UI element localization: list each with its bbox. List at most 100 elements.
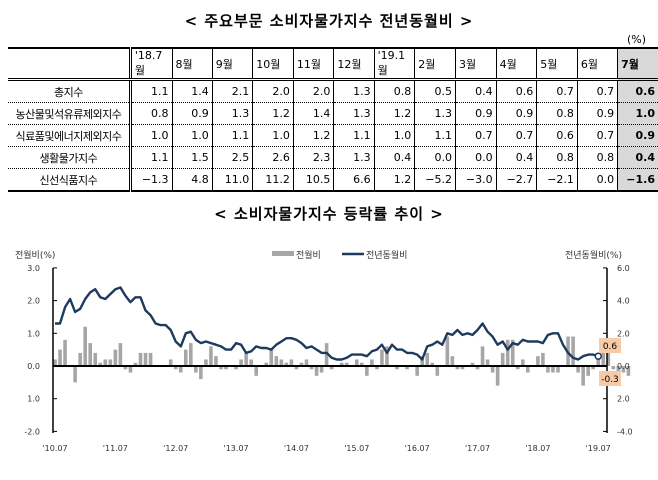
mom-bar xyxy=(103,359,108,366)
table-cell: 4.8 xyxy=(171,168,213,191)
table-cell: 0.0 xyxy=(414,146,456,169)
mom-bar xyxy=(445,336,450,366)
mom-bar xyxy=(556,366,560,373)
table-cell: 0.6 xyxy=(495,79,537,103)
yoy-line xyxy=(55,286,599,361)
legend-bar-swatch xyxy=(272,251,294,256)
right-tick-label: -4.0 xyxy=(617,427,633,436)
mom-bar xyxy=(339,362,344,366)
table-cell: 0.7 xyxy=(576,79,618,103)
right-tick-label: 2.0 xyxy=(617,329,630,338)
row-label: 생활물가지수 xyxy=(8,146,131,169)
mom-bar xyxy=(475,366,480,370)
mom-bar xyxy=(385,346,389,366)
table-cell: 2.0 xyxy=(252,79,294,103)
mom-bar xyxy=(83,326,87,366)
mom-bar xyxy=(621,366,626,373)
column-header: 12월 xyxy=(333,48,375,81)
mom-bar xyxy=(63,339,67,366)
mom-bar xyxy=(505,339,510,366)
mom-bar xyxy=(430,362,435,366)
mom-bar xyxy=(515,366,520,370)
table-cell: 0.7 xyxy=(576,124,618,147)
table-cell: 0.4 xyxy=(617,146,658,169)
column-header: '19.1월 xyxy=(373,48,415,81)
mom-bar xyxy=(435,366,440,376)
table-cell: 1.0 xyxy=(617,102,658,125)
right-tick-label: 4.0 xyxy=(617,297,630,306)
table-cell: 0.0 xyxy=(576,168,618,191)
table-row: 총지수 1.1 1.4 2.1 2.0 2.0 1.3 0.8 0.5 0.4 0.6 0.7 0.7 0… xyxy=(8,79,658,103)
table-row: 농산물및석유류제외지수 0.8 0.9 1.3 1.2 1.4 1.3 1.2 1.3 0.9 0.… xyxy=(8,102,658,125)
mom-bar xyxy=(455,366,460,370)
legend-yoy-label: 전년동월비 xyxy=(366,249,407,261)
column-header: 10월 xyxy=(252,48,294,81)
column-header: 3월 xyxy=(454,48,497,81)
left-tick-label: 2.0 xyxy=(27,297,40,306)
table-cell: 1.4 xyxy=(292,102,334,125)
mom-bar xyxy=(143,352,148,366)
mom-bar xyxy=(616,366,621,373)
mom-bar xyxy=(168,359,173,366)
table-title: < 주요부문 소비자물가지수 전년동월비 > xyxy=(184,12,474,30)
mom-bar xyxy=(480,346,485,366)
mom-bar xyxy=(405,366,409,370)
mom-bar xyxy=(73,366,77,383)
mom-bar xyxy=(178,366,183,373)
table-cell: 0.6 xyxy=(617,79,658,103)
mom-bar xyxy=(183,349,188,366)
mom-bar xyxy=(601,352,606,366)
mom-bar xyxy=(360,362,364,366)
column-header: 2월 xyxy=(414,48,456,81)
mom-bar xyxy=(284,362,289,366)
mom-bar xyxy=(209,346,213,366)
yoy-label-box xyxy=(599,338,621,353)
mom-bar xyxy=(219,366,223,370)
mom-bar xyxy=(244,352,248,366)
table-cell: 0.9 xyxy=(454,102,497,125)
x-tick-label: '19.07 xyxy=(586,444,611,453)
left-tick-label: 3.0 xyxy=(27,264,40,273)
mom-bar xyxy=(133,362,138,366)
row-label: 신선식품지수 xyxy=(39,173,98,187)
column-header: 7월 xyxy=(617,48,658,81)
chart-title: < 소비자물가지수 등락률 추이 > xyxy=(214,205,444,223)
table-cell: 1.3 xyxy=(333,102,375,125)
table-cell: 1.2 xyxy=(252,102,294,125)
column-header: 11월 xyxy=(292,48,334,81)
mom-bar xyxy=(254,366,258,376)
table-header-row: '18.7월 8월 9월 10월 11월 12월 '19.1월 2월 3월 4월 5월 6월 7월 xyxy=(8,48,658,81)
table-cell: 1.2 xyxy=(373,168,415,191)
left-tick-label: 0.0 xyxy=(27,362,40,371)
right-tick-label: 0.0 xyxy=(617,362,630,371)
legend-mom-label: 전월비 xyxy=(296,249,321,261)
table-cell: 1.4 xyxy=(171,79,213,103)
mom-bar xyxy=(520,359,525,366)
table-cell: 1.1 xyxy=(211,124,253,147)
table-cell: 0.6 xyxy=(536,124,578,147)
mom-bar xyxy=(581,366,585,386)
mom-bar xyxy=(123,366,128,370)
mom-bar xyxy=(309,366,314,370)
table-cell: 1.1 xyxy=(333,124,375,147)
mom-bar xyxy=(495,366,500,386)
table-cell: −5.2 xyxy=(414,168,456,191)
mom-bar xyxy=(214,356,218,366)
mom-bar xyxy=(370,359,374,366)
table-cell: −1.3 xyxy=(128,168,173,191)
mom-bar xyxy=(58,349,62,366)
mom-bar xyxy=(294,366,299,370)
table-cell: 1.0 xyxy=(171,124,213,147)
table-cell: 0.9 xyxy=(617,124,658,147)
mom-bar xyxy=(500,352,505,366)
mom-bar xyxy=(138,352,143,366)
x-tick-label: '12.07 xyxy=(163,444,188,453)
table-row: 생활물가지수 1.1 1.5 2.5 2.6 2.3 1.3 0.4 0.0 0.0 0.4 0.8 0… xyxy=(8,146,658,169)
table-cell: 0.7 xyxy=(495,124,537,147)
mom-bar xyxy=(536,356,540,366)
mom-bar xyxy=(576,366,580,373)
table-cell: 1.3 xyxy=(211,102,253,125)
table-cell: 0.4 xyxy=(495,146,537,169)
mom-bar xyxy=(224,366,228,370)
